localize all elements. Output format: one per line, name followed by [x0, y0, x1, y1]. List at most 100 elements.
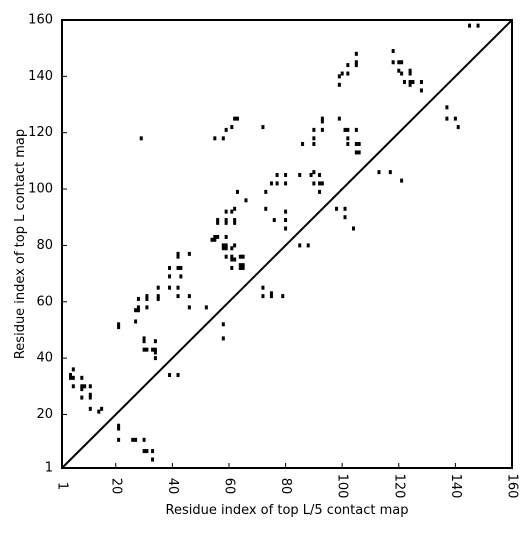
contact-point: [230, 257, 234, 262]
contact-point: [221, 246, 225, 251]
contact-point: [238, 263, 242, 268]
contact-point: [145, 347, 149, 352]
x-tick-label: 20: [108, 478, 123, 495]
contact-point: [309, 172, 313, 177]
contact-point: [281, 294, 285, 299]
contact-point: [179, 274, 183, 279]
contact-point: [153, 339, 157, 344]
y-tick-label: 1: [45, 461, 53, 476]
contact-point: [320, 116, 324, 121]
contact-point: [284, 181, 288, 186]
contact-point: [224, 220, 228, 225]
x-tick-label: 1: [55, 482, 70, 490]
contact-point: [318, 181, 322, 186]
contact-point: [456, 125, 460, 130]
contact-point: [136, 305, 140, 310]
contact-point: [241, 254, 245, 259]
contact-point: [168, 373, 172, 378]
contact-point: [337, 116, 341, 121]
contact-point: [400, 60, 404, 65]
contact-point: [400, 178, 404, 183]
contact-point: [298, 243, 302, 248]
y-tick-label: 60: [36, 294, 53, 309]
contact-point: [453, 116, 457, 121]
contact-point: [261, 125, 265, 130]
contact-point: [221, 136, 225, 141]
contact-point: [340, 71, 344, 76]
data-points: [68, 23, 480, 462]
contact-point: [139, 136, 143, 141]
contact-point: [284, 226, 288, 231]
contact-point: [80, 395, 84, 400]
contact-point: [230, 265, 234, 270]
contact-point: [419, 88, 423, 93]
contact-point: [68, 373, 72, 378]
y-tick-label: 100: [28, 182, 53, 197]
contact-point: [400, 71, 404, 76]
contact-point: [224, 234, 228, 239]
contact-point: [88, 392, 92, 397]
contact-point: [238, 265, 242, 270]
contact-point: [145, 294, 149, 299]
contact-point: [284, 218, 288, 223]
contact-point: [411, 79, 415, 84]
contact-point: [354, 127, 358, 132]
contact-point: [134, 319, 138, 324]
contact-point: [88, 395, 92, 400]
contact-point: [117, 325, 121, 330]
contact-point: [117, 426, 121, 431]
contact-point: [408, 71, 412, 76]
contact-point: [136, 308, 140, 313]
contact-point: [301, 141, 305, 146]
contact-point: [352, 226, 356, 231]
contact-point: [343, 206, 347, 211]
contact-point: [213, 237, 217, 242]
contact-point: [224, 243, 228, 248]
contact-point: [312, 141, 316, 146]
y-tick-label: 40: [36, 351, 53, 366]
contact-point: [168, 274, 172, 279]
contact-point: [145, 296, 149, 301]
contact-point: [343, 127, 347, 132]
contact-point: [402, 79, 406, 84]
contact-point: [88, 406, 92, 411]
x-tick-label: 60: [221, 478, 236, 495]
contact-point: [153, 356, 157, 361]
contact-point: [80, 384, 84, 389]
contact-point: [235, 116, 239, 121]
contact-point: [397, 60, 401, 65]
contact-point: [117, 322, 121, 327]
contact-point: [230, 125, 234, 130]
contact-point: [176, 251, 180, 256]
contact-point: [306, 243, 310, 248]
contact-point: [377, 170, 381, 175]
contact-point: [153, 350, 157, 355]
contact-point: [264, 189, 268, 194]
x-tick-label: 140: [448, 474, 463, 499]
contact-point: [318, 189, 322, 194]
contact-point: [337, 82, 341, 87]
contact-point: [168, 285, 172, 290]
contact-point: [272, 218, 276, 223]
contact-point: [151, 457, 155, 462]
contact-point: [176, 254, 180, 259]
contact-point: [134, 308, 138, 313]
contact-point: [476, 23, 480, 28]
contact-point: [224, 218, 228, 223]
contact-point: [354, 60, 358, 65]
contact-point: [224, 209, 228, 214]
contact-point: [216, 220, 220, 225]
contact-point: [224, 254, 228, 259]
contact-point: [408, 68, 412, 73]
contact-point: [275, 172, 279, 177]
contact-point: [312, 170, 316, 175]
y-tick-label: 120: [28, 125, 53, 140]
contact-point: [357, 141, 361, 146]
contact-point: [151, 347, 155, 352]
contact-point: [134, 437, 138, 442]
contact-point: [176, 294, 180, 299]
contact-point: [83, 384, 87, 389]
contact-point: [71, 367, 75, 372]
contact-point: [221, 336, 225, 341]
contact-point: [176, 265, 180, 270]
